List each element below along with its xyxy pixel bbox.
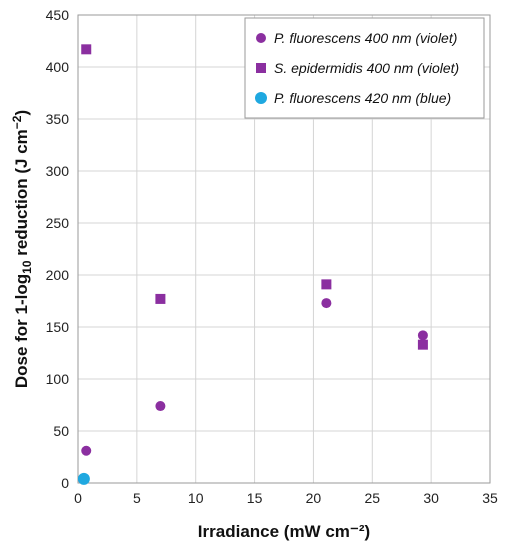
y-tick-label: 400 [46,59,70,75]
legend-marker-1 [256,33,266,43]
y-tick-label: 250 [46,215,70,231]
x-tick-label: 0 [74,490,82,506]
y-tick-label: 50 [53,423,69,439]
data-point-series-1 [417,330,428,341]
data-point-series-1 [321,298,332,309]
y-tick-label: 150 [46,319,70,335]
x-axis-title: Irradiance (mW cm⁻²) [198,522,370,541]
y-title-part-2: reduction (J cm [12,129,31,260]
y-tick-label: 350 [46,111,70,127]
legend-marker-3 [255,92,267,104]
data-point-series-1 [155,401,166,412]
y-tick-label: 0 [61,475,69,491]
x-tick-label: 25 [364,490,380,506]
data-point-series-2 [81,44,92,55]
x-tick-label: 35 [482,490,498,506]
legend-box [244,17,485,119]
x-tick-label: 15 [247,490,263,506]
data-point-series-3 [77,472,90,485]
data-point-series-2 [321,279,332,290]
y-tick-label: 100 [46,371,70,387]
data-points [77,44,428,485]
data-point-series-1 [81,445,92,456]
y-tick-label: 200 [46,267,70,283]
x-axis-ticks: 0 5 10 15 20 25 30 35 [74,490,498,506]
y-tick-label: 450 [46,7,70,23]
plot-frame [77,14,491,484]
x-tick-label: 30 [423,490,439,506]
y-axis-title: Dose for 1-log10 reduction (J cm−2) [10,110,34,388]
y-title-superscript: −2 [10,115,24,129]
x-tick-label: 5 [133,490,141,506]
legend-label-1: P. fluorescens 400 nm (violet) [274,30,457,46]
legend-label-3: P. fluorescens 420 nm (blue) [274,90,451,106]
x-tick-label: 10 [188,490,204,506]
y-title-part-3: ) [12,110,31,116]
legend-marker-2 [256,63,266,73]
data-point-series-2 [155,293,166,304]
legend-items: P. fluorescens 400 nm (violet) S. epiderm… [255,30,459,106]
data-point-series-2 [417,339,428,350]
y-title-subscript: 10 [20,260,34,274]
legend-label-2: S. epidermidis 400 nm (violet) [274,60,459,76]
y-title-part-1: Dose for 1-log [12,274,31,388]
legend: P. fluorescens 400 nm (violet) S. epiderm… [244,17,485,119]
x-tick-label: 20 [306,490,322,506]
y-tick-label: 300 [46,163,70,179]
y-axis-ticks: 0 50 100 150 200 250 300 350 400 450 [46,7,70,491]
